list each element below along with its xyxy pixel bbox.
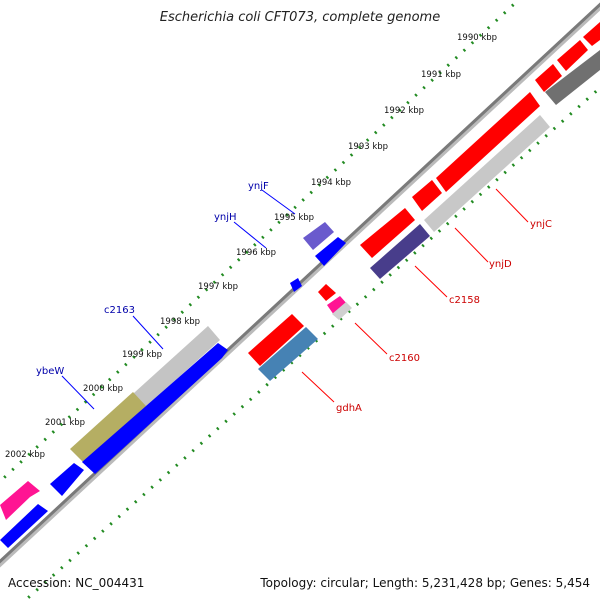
gene-red-top-4[interactable]: [535, 64, 562, 92]
leader-line: [132, 315, 164, 350]
tick-label: 2002 kbp: [5, 450, 45, 460]
tick-label: 1992 kbp: [384, 106, 424, 116]
gene-red-top-5[interactable]: [557, 40, 588, 71]
gene-pink-c2160[interactable]: [327, 296, 348, 315]
tick-label: 1995 kbp: [274, 213, 314, 223]
leader-line: [454, 227, 489, 263]
reverse-gene-labels: ynjC ynjD c2158 c2160 gdhA: [301, 188, 552, 414]
gene-blue-c2163[interactable]: [82, 343, 228, 474]
tick-label: 2001 kbp: [45, 418, 85, 428]
gene-label-c2163[interactable]: c2163: [104, 305, 135, 316]
gene-label-c2160[interactable]: c2160: [389, 353, 420, 364]
gene-darkgrey-ynjC[interactable]: [545, 50, 600, 105]
backbone: [0, 2, 600, 564]
leader-line: [301, 371, 335, 403]
gene-label-ynjC[interactable]: ynjC: [530, 219, 552, 230]
gene-red-gdhA-1[interactable]: [248, 314, 304, 366]
gene-purple-ynjF[interactable]: [303, 222, 334, 250]
gene-steelblue-gdhA[interactable]: [258, 327, 318, 381]
gene-pink-1[interactable]: [0, 481, 40, 520]
gene-blue-3[interactable]: [0, 504, 48, 548]
tick-label: 1999 kbp: [122, 350, 162, 360]
gene-label-gdhA[interactable]: gdhA: [336, 403, 362, 414]
leader-line: [414, 265, 448, 298]
tick-label: 1997 kbp: [198, 282, 238, 292]
tick-label: 1998 kbp: [160, 317, 200, 327]
map-title: Escherichia coli CFT073, complete genome: [159, 10, 441, 25]
gene-label-ynjH[interactable]: ynjH: [214, 212, 237, 223]
tick-label: 1993 kbp: [348, 142, 388, 152]
inner-tick-line: [23, 85, 600, 600]
leader-line: [354, 322, 388, 355]
gene-lightgrey-c2160[interactable]: [332, 302, 352, 320]
gene-label-ynjD[interactable]: ynjD: [489, 259, 512, 270]
leader-line: [495, 188, 529, 223]
gene-lightgrey-ynjD[interactable]: [424, 115, 550, 232]
gene-darkslate-c2158[interactable]: [370, 224, 430, 279]
gene-red-top-2[interactable]: [412, 180, 442, 211]
tick-label: 1991 kbp: [421, 70, 461, 80]
leader-line: [261, 189, 296, 215]
gene-red-top-6[interactable]: [583, 22, 600, 46]
forward-genes: [0, 22, 600, 548]
genome-stats-text: Topology: circular; Length: 5,231,428 bp…: [260, 576, 590, 590]
gene-blue-ynjH[interactable]: [315, 237, 346, 266]
gene-olive-ybeW[interactable]: [70, 392, 146, 463]
tick-label: 1996 kbp: [236, 248, 276, 258]
gene-label-ybeW[interactable]: ybeW: [36, 366, 64, 377]
gene-blue-2[interactable]: [50, 463, 84, 496]
tick-label: 1994 kbp: [311, 178, 351, 188]
gene-label-c2158[interactable]: c2158: [449, 295, 480, 306]
accession-text: Accession: NC_004431: [8, 576, 145, 590]
tick-label: 1990 kbp: [457, 33, 497, 43]
reverse-genes: [248, 50, 600, 381]
gene-red-top-3[interactable]: [436, 92, 540, 192]
gene-red-c2160[interactable]: [318, 284, 336, 301]
tick-labels: 1990 kbp 1991 kbp 1992 kbp 1993 kbp 1994…: [5, 33, 497, 460]
forward-gene-labels: ynjF ynjH c2163 ybeW: [36, 181, 296, 410]
gene-red-top-1[interactable]: [360, 208, 415, 258]
gene-label-ynjF[interactable]: ynjF: [248, 181, 269, 192]
tick-label: 2000 kbp: [83, 384, 123, 394]
leader-line: [61, 375, 95, 410]
leader-line: [233, 221, 267, 249]
gene-blue-4[interactable]: [290, 278, 302, 292]
